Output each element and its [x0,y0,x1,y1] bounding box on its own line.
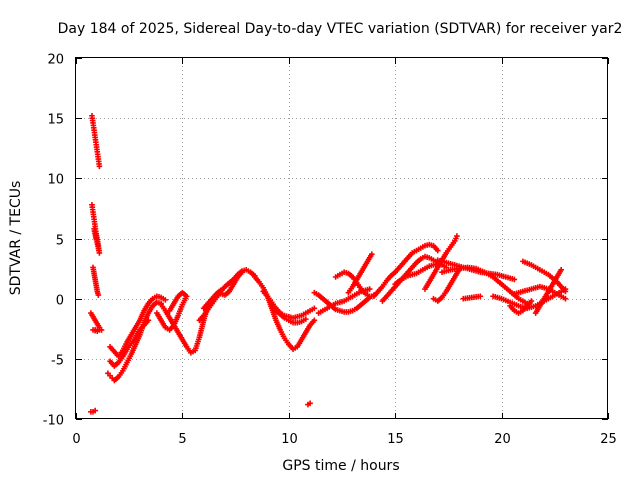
data-point [93,235,100,242]
data-point [311,317,318,324]
y-tick-label: -10 [43,414,64,429]
x-tick-label: 5 [178,432,186,447]
chart-title: Day 184 of 2025, Sidereal Day-to-day VTE… [58,21,623,37]
series-arc-ae [511,283,569,302]
series-arc-r [315,286,373,316]
grid [76,58,608,419]
series-arc-m [251,274,318,353]
series-arc-aa [439,264,530,307]
series-arc-p [305,400,313,408]
data-point [558,266,564,273]
y-tick-label: -5 [51,354,64,369]
y-tick-labels: -10 -5 0 5 10 15 20 [43,53,64,429]
data-point [145,317,152,324]
x-tick-label: 20 [494,432,511,447]
data-point [528,298,535,304]
data-point [166,307,173,314]
series-arc-o [268,303,309,326]
series-arc-t [345,251,375,296]
series-arc-x [422,233,460,292]
data-points [88,112,569,415]
y-axis-label: SDTVAR / TECUs [8,181,24,296]
data-point [562,295,569,302]
data-point [95,292,102,298]
series-arc-n [260,288,318,321]
y-tick-label: 0 [56,294,64,309]
y-tick-label: 10 [47,173,64,188]
axis-ticks [76,58,609,420]
x-tick-label: 25 [600,432,617,447]
series-arc-g [107,293,169,360]
series-arc-y [430,266,462,304]
x-tick-labels: 0 5 10 15 20 25 [72,432,616,447]
data-point [562,288,569,295]
y-tick-label: 15 [47,113,64,128]
data-point [303,316,309,322]
data-point [307,400,313,407]
series-arc-b [89,202,103,256]
data-point [477,293,484,300]
series-arc-c [90,264,102,298]
data-point [239,269,245,275]
x-tick-label: 15 [387,432,404,447]
plot-frame [75,57,608,419]
x-axis-label: GPS time / hours [282,458,399,474]
series-arc-j [154,289,190,333]
data-point [94,328,101,334]
data-point [311,305,318,312]
x-tick-label: 10 [281,432,298,447]
series-arc-e [88,407,98,415]
x-tick-label: 0 [72,432,80,447]
series-arc-a [89,112,103,170]
series-arc-ag [520,258,569,295]
series-arc-ad [507,298,535,316]
data-point [454,233,460,239]
series-arc-h [107,317,152,369]
data-point [162,297,169,303]
data-point [96,163,103,170]
data-point [366,286,373,292]
series-arc-l [200,269,245,312]
data-point [368,251,375,257]
y-tick-label: 20 [47,53,64,68]
series-arc-ab [460,293,484,302]
series-arc-u [371,241,441,300]
data-point [92,407,98,414]
y-tick-label: 5 [56,234,64,249]
data-point [434,247,441,254]
series-arc-d [88,310,105,334]
data-point [511,276,518,283]
